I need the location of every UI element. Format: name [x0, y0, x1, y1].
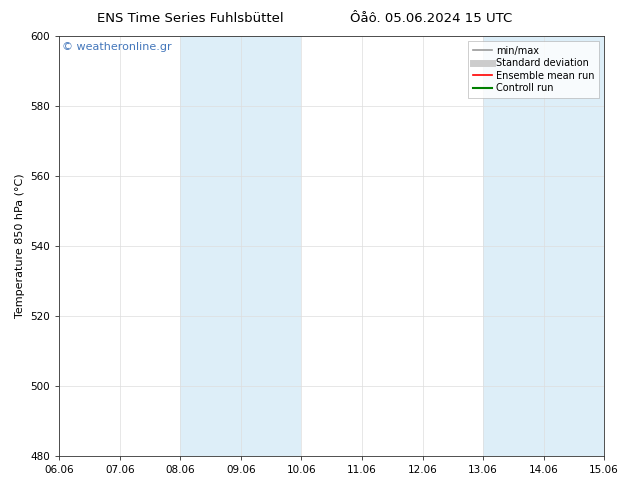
Legend: min/max, Standard deviation, Ensemble mean run, Controll run: min/max, Standard deviation, Ensemble me… — [468, 41, 599, 98]
Text: ENS Time Series Fuhlsbüttel: ENS Time Series Fuhlsbüttel — [97, 12, 283, 25]
Y-axis label: Temperature 850 hPa (°C): Temperature 850 hPa (°C) — [15, 174, 25, 318]
Text: © weatheronline.gr: © weatheronline.gr — [62, 43, 172, 52]
Bar — [181, 36, 301, 456]
Bar — [483, 36, 604, 456]
Text: Ôåô. 05.06.2024 15 UTC: Ôåô. 05.06.2024 15 UTC — [350, 12, 512, 25]
